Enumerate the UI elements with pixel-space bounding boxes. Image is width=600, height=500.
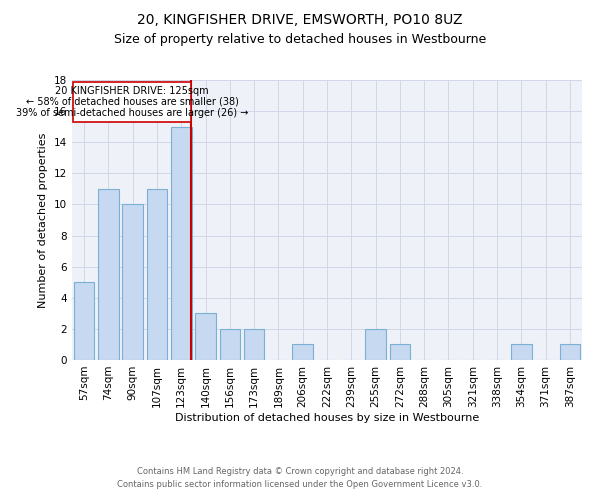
Text: 20 KINGFISHER DRIVE: 125sqm: 20 KINGFISHER DRIVE: 125sqm (55, 86, 209, 96)
Bar (365, 329, 386, 360)
Text: 20, KINGFISHER DRIVE, EMSWORTH, PO10 8UZ: 20, KINGFISHER DRIVE, EMSWORTH, PO10 8UZ (137, 12, 463, 26)
Text: Size of property relative to detached houses in Westbourne: Size of property relative to detached ho… (114, 32, 486, 46)
Bar (171, 126, 191, 360)
Bar (195, 314, 216, 360)
Bar (560, 344, 580, 360)
Bar (98, 189, 119, 360)
Bar (122, 204, 143, 360)
FancyBboxPatch shape (73, 82, 191, 122)
Text: ← 58% of detached houses are smaller (38): ← 58% of detached houses are smaller (38… (26, 96, 239, 106)
Bar (74, 282, 94, 360)
Y-axis label: Number of detached properties: Number of detached properties (38, 132, 49, 308)
Bar (389, 344, 410, 360)
Text: Contains HM Land Registry data © Crown copyright and database right 2024.: Contains HM Land Registry data © Crown c… (137, 467, 463, 476)
Text: Contains public sector information licensed under the Open Government Licence v3: Contains public sector information licen… (118, 480, 482, 489)
Bar (511, 344, 532, 360)
Bar (244, 329, 265, 360)
Bar (146, 189, 167, 360)
X-axis label: Distribution of detached houses by size in Westbourne: Distribution of detached houses by size … (175, 412, 479, 422)
Text: 39% of semi-detached houses are larger (26) →: 39% of semi-detached houses are larger (… (16, 108, 248, 118)
Bar (292, 344, 313, 360)
Bar (220, 329, 240, 360)
